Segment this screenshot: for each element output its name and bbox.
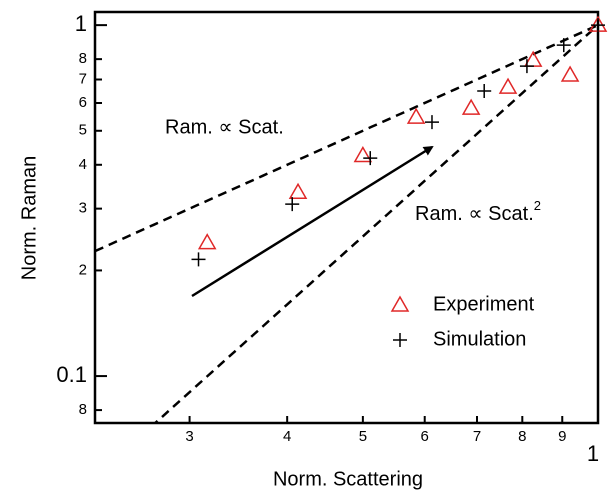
cross-marker [363, 151, 378, 166]
y-tick-label: 5 [79, 122, 87, 139]
x-axis-label: Norm. Scattering [273, 468, 423, 490]
triangle-marker [353, 146, 373, 163]
cross-marker [556, 38, 571, 53]
y-tick-label: 8 [79, 50, 87, 67]
cross-marker [477, 84, 492, 99]
y-tick-label: 2 [79, 261, 87, 278]
x-tick-label: 4 [283, 428, 291, 445]
annotation-exponent: 2 [534, 198, 541, 213]
y-tick-label: 4 [79, 156, 87, 173]
y-tick-label: 8 [79, 401, 87, 418]
annotation: Ram. ∝ Scat.2 [415, 198, 541, 225]
triangle-marker [406, 107, 426, 124]
triangle-marker [560, 65, 580, 82]
x-tick-label: 5 [359, 428, 367, 445]
cross-marker [519, 59, 534, 74]
y-tick-label: 3 [79, 200, 87, 217]
reference-line [153, 24, 598, 423]
triangle-marker [288, 182, 308, 200]
cross-marker [591, 18, 605, 33]
trend-arrow [191, 145, 434, 298]
cross-marker [191, 252, 206, 267]
reference-line [95, 23, 598, 253]
y-tick-label: 7 [79, 70, 87, 87]
y-tick-label: 1 [75, 11, 87, 36]
y-tick-label: 6 [79, 94, 87, 111]
annotation-text: Ram. ∝ Scat. [415, 203, 534, 225]
y-tick-label: 0.1 [56, 362, 87, 387]
plot-frame [93, 10, 600, 425]
y-axis-label: Norm. Raman [18, 156, 40, 280]
triangle-marker [197, 233, 217, 250]
triangle-marker [461, 98, 481, 115]
triangle-marker [498, 77, 518, 94]
x-tick-label: 1 [587, 441, 599, 466]
x-tick-label: 8 [518, 428, 526, 445]
x-tick-label: 7 [473, 428, 481, 445]
legend-marker [390, 295, 410, 312]
legend-marker [393, 333, 407, 347]
annotation: Ram. ∝ Scat. [165, 116, 284, 138]
x-tick-label: 6 [421, 428, 429, 445]
x-tick-label: 3 [185, 428, 193, 445]
x-tick-label: 9 [558, 428, 566, 445]
cross-marker [424, 115, 439, 130]
legend-label: Experiment [433, 293, 535, 315]
cross-marker [285, 197, 300, 212]
legend-label: Simulation [433, 328, 526, 350]
